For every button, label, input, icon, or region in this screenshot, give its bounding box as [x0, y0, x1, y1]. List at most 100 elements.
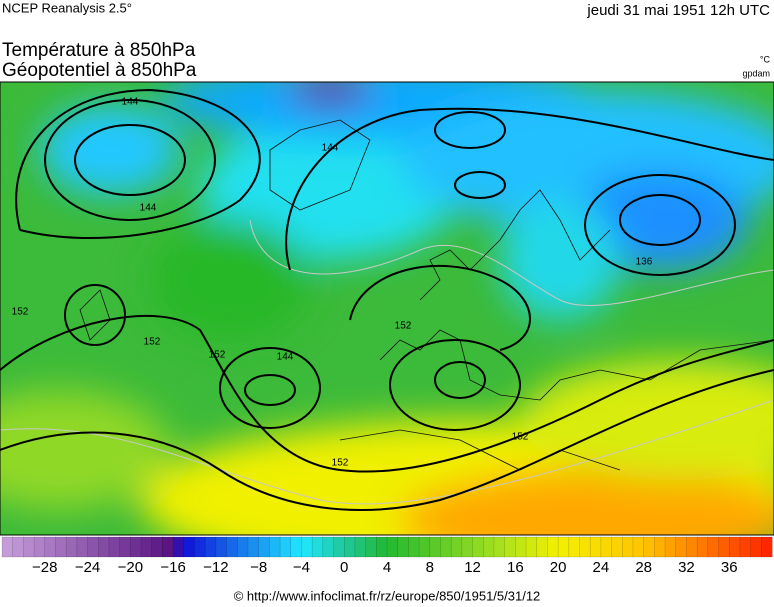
title: Géopotentiel à 850hPa	[2, 60, 197, 81]
map-frame	[0, 81, 774, 536]
colorbar-swatch	[504, 536, 516, 558]
contour-label: 144	[122, 97, 139, 108]
colorbar-tick-label: 20	[550, 559, 567, 576]
colorbar: −28 −24 −20 −16 −12 −8 −4 0 4 8 12 16 20 24 28 32 36	[1, 536, 773, 576]
colorbar-swatch	[33, 536, 46, 558]
contour	[285, 107, 774, 271]
contour	[389, 339, 521, 431]
map	[0, 82, 774, 535]
colorbar-swatch	[119, 536, 131, 558]
colorbar-swatch	[76, 536, 89, 558]
contour-label: 152	[332, 458, 349, 469]
colorbar-swatch	[215, 536, 228, 558]
colorbar-swatch	[237, 536, 249, 558]
colorbar-swatch	[408, 536, 420, 558]
colorbar-swatch	[322, 536, 335, 558]
colorbar-swatch	[675, 536, 687, 558]
colorbar-swatch	[247, 536, 260, 558]
colorbar-swatch	[162, 536, 174, 558]
contour-label: 136	[636, 257, 653, 268]
colorbar-swatch	[269, 536, 281, 558]
colorbar-swatch	[354, 536, 367, 558]
colorbar-swatch	[568, 536, 581, 558]
colorbar-swatch	[589, 536, 602, 558]
contour-label: 152	[12, 307, 29, 318]
colorbar-swatch	[333, 536, 345, 558]
colorbar-tick-label: −20	[118, 559, 143, 576]
colorbar-swatch	[686, 536, 698, 558]
title: Température à 850hPa	[2, 40, 196, 61]
colorbar-swatch	[525, 536, 538, 558]
colorbar-swatch	[493, 536, 506, 558]
colorbar-tick-label: 32	[678, 559, 695, 576]
colorbar-swatch	[536, 536, 548, 558]
coastline	[339, 429, 621, 471]
colorbar-swatch	[140, 536, 153, 558]
colorbar-swatch	[728, 536, 741, 558]
colorbar-tick-label: 8	[426, 559, 434, 576]
colorbar-swatch	[622, 536, 634, 558]
colorbar-swatch	[343, 536, 356, 558]
colorbar-tick-label: 36	[721, 559, 738, 576]
colorbar-swatch	[301, 536, 313, 558]
colorbar-swatch	[461, 536, 474, 558]
colorbar-tick-label: −8	[250, 559, 267, 576]
contour	[0, 369, 774, 511]
colorbar-tick-label: 4	[383, 559, 391, 576]
colorbar-swatch	[557, 536, 570, 558]
contour	[74, 124, 186, 196]
colorbar-swatch	[1, 536, 14, 558]
colorbar-swatch	[311, 536, 324, 558]
colorbar-swatch	[194, 536, 206, 558]
contour-label: 152	[144, 337, 161, 348]
colorbar-swatch	[55, 536, 67, 558]
colorbar-swatch	[761, 536, 773, 558]
colorbar-swatch	[130, 536, 142, 558]
colorbar-swatch	[65, 536, 78, 558]
colorbar-swatch	[547, 536, 559, 558]
colorbar-swatch	[172, 536, 185, 558]
colorbar-swatch	[365, 536, 377, 558]
colorbar-swatch	[579, 536, 591, 558]
contour	[434, 111, 506, 149]
colorbar-tick-label: 12	[464, 559, 481, 576]
colorbar-swatch	[226, 536, 238, 558]
colorbar-swatch	[44, 536, 57, 558]
colorbar-swatch	[611, 536, 623, 558]
colorbar-swatch	[450, 536, 463, 558]
contour	[64, 284, 126, 346]
contour	[434, 361, 486, 399]
colorbar-swatch	[12, 536, 24, 558]
colorbar-swatch	[472, 536, 484, 558]
contour	[584, 174, 736, 276]
colorbar-swatch	[750, 536, 762, 558]
contour	[349, 264, 531, 351]
colorbar-swatch	[718, 536, 730, 558]
colorbar-swatch	[376, 536, 388, 558]
colorbar-swatch	[23, 536, 35, 558]
contour	[44, 99, 216, 221]
colorbar-swatch	[98, 536, 110, 558]
colorbar-swatch	[600, 536, 613, 558]
contour	[15, 88, 261, 239]
contour	[454, 171, 506, 199]
unit: °C	[760, 54, 771, 64]
contour	[244, 374, 296, 406]
contour-label: 152	[395, 321, 412, 332]
colorbar-swatch	[654, 536, 666, 558]
colorbar-swatch	[440, 536, 452, 558]
colorbar-swatch	[664, 536, 677, 558]
date: jeudi 31 mai 1951 12h UTC	[586, 2, 770, 19]
colorbar-tick-label: 28	[635, 559, 652, 576]
colorbar-tick-label: −16	[160, 559, 185, 576]
colorbar-swatch	[643, 536, 655, 558]
colorbar-tick-label: −4	[293, 559, 310, 576]
colorbar-swatch	[696, 536, 709, 558]
colorbar-swatch	[108, 536, 121, 558]
contour	[619, 194, 701, 246]
footer: © http://www.infoclimat.fr/rz/europe/850…	[234, 588, 541, 603]
colorbar-tick-label: −28	[32, 559, 57, 576]
source: NCEP Reanalysis 2.5°	[2, 0, 132, 15]
